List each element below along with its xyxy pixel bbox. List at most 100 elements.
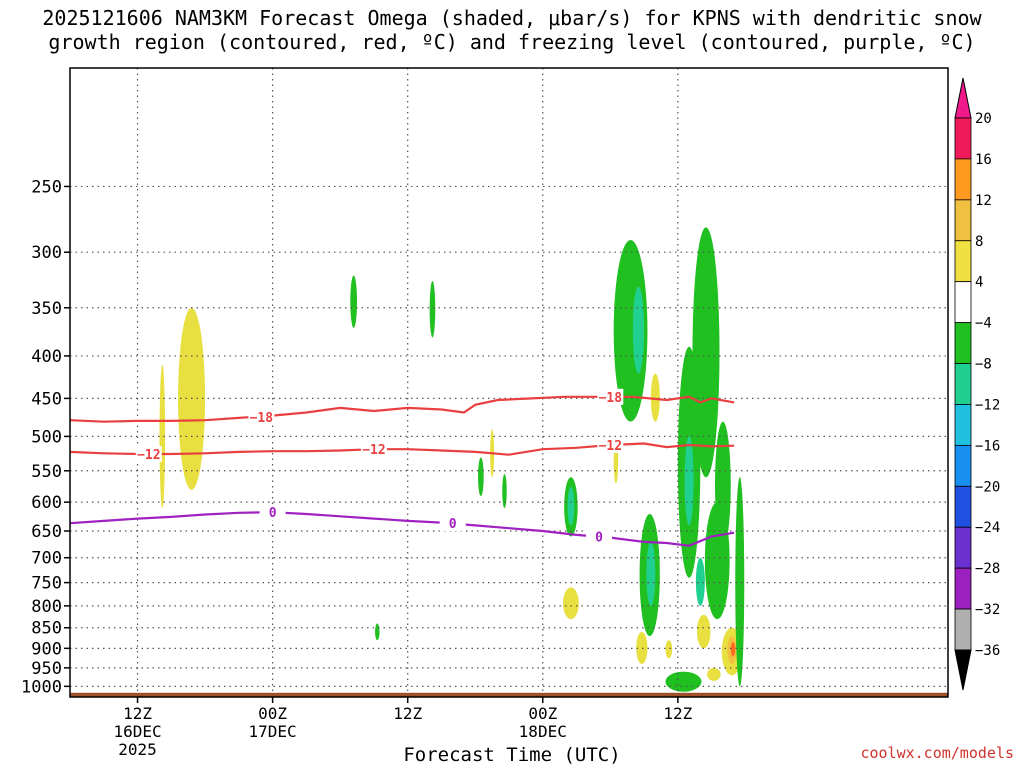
omega-shade-3 bbox=[429, 281, 436, 338]
omega-shade-12 bbox=[632, 286, 645, 374]
y-tick-label-1000: 1000 bbox=[21, 677, 62, 697]
colorbar-segment-11 bbox=[954, 567, 972, 610]
contour-label-bg bbox=[360, 441, 387, 458]
colorbar-label-13: −36 bbox=[975, 643, 1000, 659]
x-tick-label-12-1: 16DEC bbox=[113, 722, 161, 741]
colorbar-label-11: −28 bbox=[975, 561, 1000, 577]
colorbar-label-2: 12 bbox=[975, 193, 992, 209]
y-tick-label-900: 900 bbox=[31, 639, 62, 659]
omega-shade-11 bbox=[613, 239, 648, 422]
y-tick-label-750: 750 bbox=[31, 574, 62, 594]
colorbar-label-3: 8 bbox=[975, 234, 983, 250]
omega-shade-20 bbox=[684, 436, 694, 526]
x-tick-label-12-2: 2025 bbox=[118, 740, 157, 759]
colorbar-label-6: −8 bbox=[975, 357, 992, 373]
contour-label-bg bbox=[597, 388, 624, 405]
y-tick-label-500: 500 bbox=[31, 427, 62, 447]
contour-label-1-2: −12 bbox=[599, 439, 622, 454]
colorbar-segment-5 bbox=[954, 322, 972, 364]
terrain-band bbox=[70, 692, 948, 697]
y-tick-label-600: 600 bbox=[31, 493, 62, 513]
y-tick-label-400: 400 bbox=[31, 347, 62, 367]
omega-shade-2 bbox=[350, 275, 358, 328]
plot-frame bbox=[69, 67, 949, 698]
colorbar-top-arrow bbox=[954, 77, 972, 119]
x-axis-label: Forecast Time (UTC) bbox=[403, 744, 621, 766]
contour-label-0-0: −18 bbox=[250, 411, 274, 426]
chart-title-line2: growth region (contoured, red, ºC) and f… bbox=[48, 30, 976, 54]
x-tick-label-60-0: 12Z bbox=[663, 704, 692, 723]
omega-shade-5 bbox=[502, 474, 507, 509]
colorbar-label-1: 16 bbox=[975, 152, 992, 168]
y-tick-label-350: 350 bbox=[31, 299, 62, 319]
colorbar-segment-0 bbox=[954, 117, 972, 160]
x-tick-label-36-0: 12Z bbox=[393, 704, 422, 723]
omega-shade-4 bbox=[478, 457, 484, 497]
contour-label-0-1: −18 bbox=[599, 391, 623, 406]
omega-shade-29 bbox=[707, 667, 721, 681]
colorbar-label-12: −32 bbox=[975, 602, 1000, 618]
omega-shade-27 bbox=[730, 642, 736, 657]
colorbar-segment-12 bbox=[954, 608, 972, 651]
contour-label-1-1: −12 bbox=[362, 443, 385, 458]
colorbar-label-4: 4 bbox=[975, 275, 983, 291]
y-tick-label-800: 800 bbox=[31, 597, 62, 617]
contour-label-bg bbox=[135, 445, 162, 462]
credit-text: coolwx.com/models bbox=[860, 744, 1014, 762]
omega-shade-14 bbox=[646, 541, 656, 606]
y-tick-label-550: 550 bbox=[31, 462, 62, 482]
omega-shade-19 bbox=[692, 227, 720, 478]
omega-shade-8 bbox=[563, 587, 579, 620]
contour-label-2-2: 0 bbox=[595, 531, 603, 546]
colorbar-label-7: −12 bbox=[975, 397, 1000, 413]
colorbar-label-8: −16 bbox=[975, 438, 1000, 454]
x-tick-label-12-0: 12Z bbox=[123, 704, 152, 723]
y-tick-label-950: 950 bbox=[31, 659, 62, 679]
contour-label-1-0: −12 bbox=[137, 448, 160, 463]
contour-label-2-1: 0 bbox=[449, 517, 457, 532]
x-tick-label-48-0: 00Z bbox=[528, 704, 557, 723]
contour-line-1 bbox=[70, 442, 735, 456]
colorbar-segment-3 bbox=[954, 240, 972, 283]
colorbar-label-0: 20 bbox=[975, 111, 992, 127]
omega-shade-6 bbox=[375, 623, 380, 641]
omega-shade-10 bbox=[567, 486, 575, 526]
omega-shade-16 bbox=[650, 373, 660, 422]
contour-line-2 bbox=[70, 511, 735, 547]
omega-shade-22 bbox=[695, 557, 705, 606]
colorbar-segment-10 bbox=[954, 526, 972, 569]
contour-line-0 bbox=[70, 395, 735, 423]
colorbar-bottom-arrow bbox=[954, 649, 972, 691]
y-tick-label-250: 250 bbox=[31, 177, 62, 197]
y-tick-label-700: 700 bbox=[31, 549, 62, 569]
y-tick-label-300: 300 bbox=[31, 243, 62, 263]
contour-label-bg bbox=[439, 515, 466, 532]
contour-label-bg bbox=[248, 409, 275, 426]
colorbar-segment-7 bbox=[954, 404, 972, 446]
omega-shade-30 bbox=[665, 640, 673, 659]
contour-label-bg bbox=[586, 528, 613, 545]
contour-label-bg bbox=[259, 504, 286, 521]
y-tick-label-650: 650 bbox=[31, 522, 62, 542]
omega-shade-17 bbox=[636, 631, 648, 665]
omega-shade-28 bbox=[665, 671, 702, 692]
colorbar-segment-8 bbox=[954, 444, 972, 487]
contour-label-bg bbox=[597, 436, 624, 453]
y-tick-label-850: 850 bbox=[31, 619, 62, 639]
chart-title-line1: 2025121606 NAM3KM Forecast Omega (shaded… bbox=[42, 6, 982, 30]
y-tick-label-450: 450 bbox=[31, 389, 62, 409]
omega-shade-31 bbox=[735, 477, 745, 687]
contour-label-2-0: 0 bbox=[269, 506, 277, 521]
x-tick-label-24-0: 00Z bbox=[258, 704, 287, 723]
omega-shade-1 bbox=[159, 364, 166, 509]
colorbar-segment-1 bbox=[954, 158, 972, 201]
colorbar-segment-2 bbox=[954, 199, 972, 242]
plot-area: −18 −18 −12 −12 −12 0 0 0 bbox=[70, 68, 948, 697]
colorbar-label-9: −20 bbox=[975, 479, 1000, 495]
colorbar-segment-9 bbox=[954, 485, 972, 528]
omega-shade-24 bbox=[696, 614, 711, 649]
colorbar-segment-6 bbox=[954, 363, 972, 405]
colorbar-label-5: −4 bbox=[975, 316, 992, 332]
colorbar-label-10: −24 bbox=[975, 520, 1000, 536]
